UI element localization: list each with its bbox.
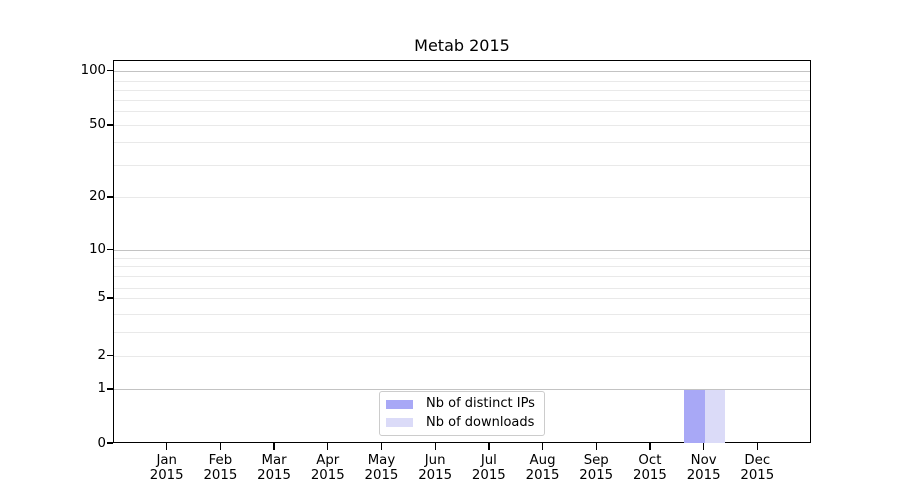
x-tick-mark bbox=[219, 443, 222, 450]
x-tick-month: Sep bbox=[583, 452, 609, 468]
x-tick-label: May 2015 bbox=[341, 453, 421, 484]
x-tick-mark bbox=[756, 443, 758, 450]
legend-swatch bbox=[386, 418, 413, 428]
gridline-minor bbox=[114, 110, 810, 112]
gridline-minor bbox=[114, 164, 810, 166]
x-tick-year: 2015 bbox=[149, 468, 184, 484]
x-tick-month: Jan bbox=[156, 452, 177, 468]
x-tick-label: Nov 2015 bbox=[664, 453, 744, 484]
x-tick-label: Dec 2015 bbox=[717, 453, 797, 484]
gridline-minor bbox=[114, 125, 810, 127]
y-tick-mark bbox=[106, 442, 113, 444]
chart-title: Metab 2015 bbox=[414, 36, 510, 55]
x-tick-label: Apr 2015 bbox=[288, 453, 368, 484]
gridline-minor bbox=[114, 332, 810, 334]
x-tick-month: May bbox=[367, 452, 396, 468]
y-tick-mark bbox=[106, 69, 113, 71]
legend: Nb of distinct IPs Nb of downloads bbox=[379, 391, 545, 436]
x-tick-year: 2015 bbox=[471, 468, 506, 484]
x-tick-mark bbox=[380, 443, 383, 450]
x-tick-mark bbox=[649, 443, 651, 450]
y-tick-label: 10 bbox=[89, 241, 106, 257]
x-tick-label: Mar 2015 bbox=[234, 453, 314, 484]
x-tick-mark bbox=[327, 443, 329, 450]
x-tick-mark bbox=[703, 443, 705, 450]
gridline-major bbox=[114, 389, 810, 391]
x-tick-year: 2015 bbox=[310, 468, 345, 484]
gridline-major bbox=[114, 249, 810, 251]
x-tick-month: Oct bbox=[638, 452, 662, 468]
x-tick-year: 2015 bbox=[257, 468, 291, 484]
bar-nov-series1 bbox=[704, 389, 726, 443]
y-tick-label: 2 bbox=[97, 347, 106, 363]
x-tick-label: Oct 2015 bbox=[610, 453, 690, 484]
y-tick-label: 20 bbox=[89, 189, 106, 205]
legend-row: Nb of downloads bbox=[386, 415, 540, 431]
x-tick-year: 2015 bbox=[525, 468, 560, 484]
x-tick-year: 2015 bbox=[579, 468, 614, 484]
y-tick-mark bbox=[106, 388, 113, 390]
x-tick-month: Mar bbox=[261, 452, 287, 468]
x-tick-month: Jul bbox=[480, 452, 497, 468]
gridline-minor bbox=[114, 80, 810, 82]
x-tick-month: Aug bbox=[529, 452, 556, 468]
x-tick-label: Sep 2015 bbox=[556, 453, 636, 484]
y-tick-mark bbox=[106, 354, 113, 356]
y-tick-mark bbox=[106, 248, 113, 251]
y-tick-label: 0 bbox=[97, 435, 106, 451]
x-tick-year: 2015 bbox=[633, 468, 667, 484]
x-tick-label: Feb 2015 bbox=[180, 453, 260, 484]
x-tick-mark bbox=[166, 443, 168, 450]
bar-nov-series0 bbox=[683, 389, 705, 443]
x-tick-label: Aug 2015 bbox=[503, 453, 583, 484]
legend-label: Nb of downloads bbox=[426, 414, 535, 430]
x-tick-month: Apr bbox=[316, 452, 340, 468]
y-tick-label: 1 bbox=[97, 381, 106, 397]
plot-area bbox=[113, 60, 811, 443]
legend-row: Nb of distinct IPs bbox=[386, 396, 540, 412]
y-tick-mark bbox=[106, 297, 113, 299]
x-tick-year: 2015 bbox=[203, 468, 238, 484]
x-tick-month: Jun bbox=[424, 452, 446, 468]
y-tick-label: 100 bbox=[80, 62, 106, 78]
gridline-minor bbox=[114, 100, 810, 102]
x-tick-mark bbox=[434, 443, 436, 450]
x-tick-year: 2015 bbox=[740, 468, 775, 484]
gridline-minor bbox=[114, 90, 810, 92]
y-tick-label: 5 bbox=[97, 290, 106, 306]
x-tick-month: Dec bbox=[744, 452, 771, 468]
x-tick-mark bbox=[595, 443, 597, 450]
x-tick-mark bbox=[541, 443, 544, 450]
y-tick-label: 50 bbox=[89, 117, 106, 133]
gridline-minor bbox=[114, 197, 810, 199]
x-tick-year: 2015 bbox=[418, 468, 453, 484]
legend-label: Nb of distinct IPs bbox=[426, 396, 535, 412]
gridline-minor bbox=[114, 355, 810, 357]
x-tick-label: Jun 2015 bbox=[395, 453, 475, 484]
gridline-minor bbox=[114, 257, 810, 259]
gridline-minor bbox=[114, 265, 810, 267]
y-tick-mark bbox=[106, 124, 113, 126]
x-tick-year: 2015 bbox=[686, 468, 721, 484]
x-tick-mark bbox=[273, 443, 275, 450]
gridline-minor bbox=[114, 142, 810, 144]
gridline-minor bbox=[114, 276, 810, 278]
x-tick-label: Jul 2015 bbox=[449, 453, 529, 484]
gridline-minor bbox=[114, 298, 810, 300]
gridline-major bbox=[114, 70, 810, 72]
legend-swatch bbox=[386, 399, 413, 409]
x-tick-month: Nov bbox=[690, 452, 717, 468]
x-tick-label: Jan 2015 bbox=[127, 453, 207, 484]
x-tick-month: Feb bbox=[208, 452, 233, 468]
x-tick-year: 2015 bbox=[364, 468, 399, 484]
x-tick-mark bbox=[488, 443, 490, 450]
gridline-minor bbox=[114, 314, 810, 316]
gridline-minor bbox=[114, 288, 810, 290]
y-tick-mark bbox=[106, 196, 113, 198]
